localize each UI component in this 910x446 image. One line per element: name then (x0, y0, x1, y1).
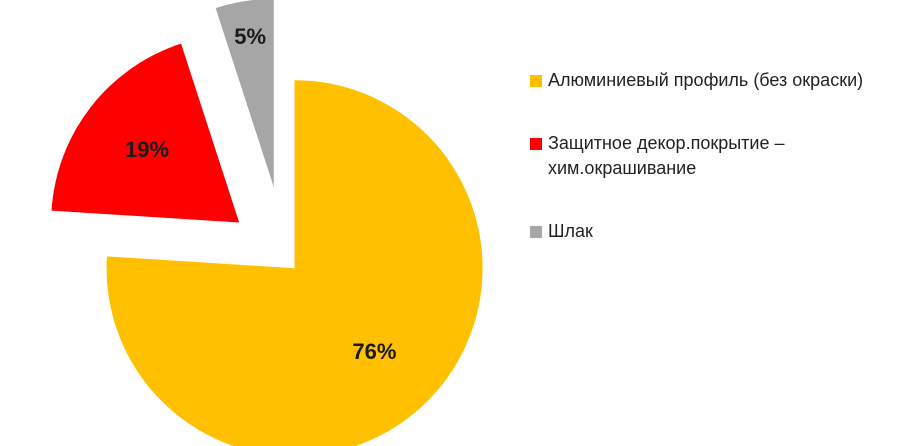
pie-slice (106, 80, 483, 446)
legend-label: Защитное декор.покрытие – хим.окрашивани… (548, 133, 785, 178)
data-label: 5% (234, 24, 266, 49)
legend-item: Шлак (530, 219, 900, 244)
chart: 76% 19% 5% (51, 0, 483, 446)
legend-label: Алюминиевый профиль (без окраски) (548, 70, 864, 90)
legend-swatch (530, 75, 542, 87)
legend-swatch (530, 226, 542, 238)
data-label: 76% (352, 339, 396, 364)
data-label: 19% (125, 137, 169, 162)
legend-label: Шлак (548, 221, 593, 241)
legend-item: Защитное декор.покрытие – хим.окрашивани… (530, 131, 900, 181)
legend-swatch (530, 138, 542, 150)
pie-slice (51, 43, 240, 223)
legend: Алюминиевый профиль (без окраски) Защитно… (530, 68, 900, 282)
pie-slice (215, 0, 274, 187)
legend-item: Алюминиевый профиль (без окраски) (530, 68, 900, 93)
